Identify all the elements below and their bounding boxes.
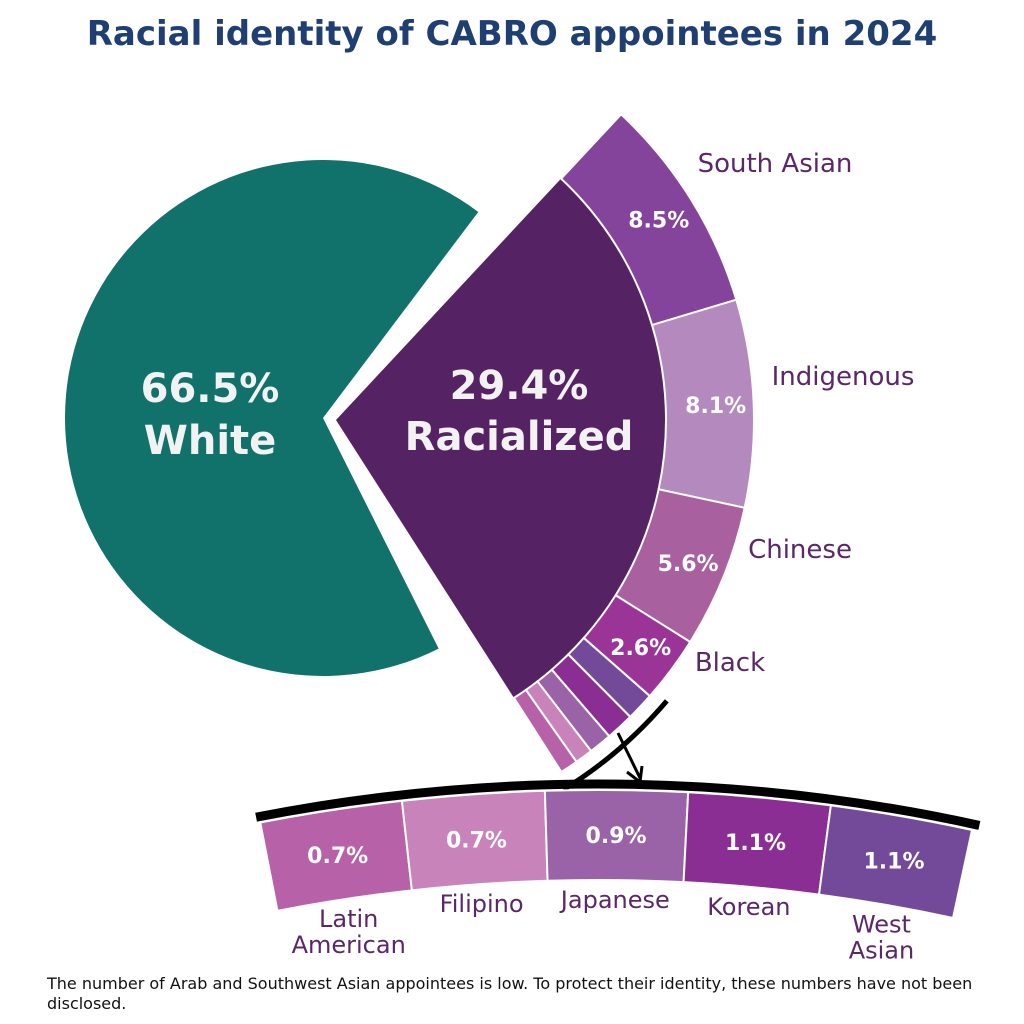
zoom-value-latin-american: 0.7% (307, 844, 368, 869)
ring-segment-latin-american (512, 688, 578, 774)
ring-name-chinese: Chinese (748, 535, 852, 565)
zoom-value-west-asian: 1.1% (863, 850, 924, 875)
ring-name-black: Black (695, 648, 765, 678)
ring-value-chinese: 5.6% (658, 552, 719, 577)
zoom-band (255, 699, 981, 920)
ring-value-indigenous: 8.1% (685, 394, 746, 419)
breakdown-ring (512, 112, 755, 774)
label-racialized-name: Racialized (405, 414, 634, 460)
label-racialized-value: 29.4% (450, 363, 589, 409)
zoom-name-west-asian: West Asian (849, 911, 915, 965)
ring-value-south-asian: 8.5% (628, 208, 689, 233)
zoom-name-latin-american: Latin American (292, 905, 406, 959)
zoom-value-japanese: 0.9% (586, 824, 647, 849)
footnote: The number of Arab and Southwest Asian a… (47, 974, 973, 1013)
ring-name-indigenous: Indigenous (772, 362, 915, 392)
zoom-band-edge (255, 779, 981, 830)
chart-title: Racial identity of CABRO appointees in 2… (86, 14, 938, 54)
ring-name-south-asian: South Asian (698, 149, 853, 179)
label-white-value: 66.5% (141, 366, 280, 412)
chart-labels: 66.5% White 29.4% Racialized 8.5% South Asian… (141, 149, 925, 965)
ring-value-black: 2.6% (610, 636, 671, 661)
slice-white (64, 160, 479, 676)
zoom-value-korean: 1.1% (725, 831, 786, 856)
zoom-segment-west-asian (817, 804, 974, 920)
zoom-name-filipino: Filipino (440, 890, 524, 918)
zoom-value-filipino: 0.7% (446, 828, 507, 853)
zoom-name-japanese: Japanese (559, 886, 670, 914)
zoom-name-korean: Korean (707, 893, 790, 921)
label-white-name: White (144, 418, 277, 464)
main-pie (64, 160, 666, 698)
slice-racialized (336, 178, 666, 698)
